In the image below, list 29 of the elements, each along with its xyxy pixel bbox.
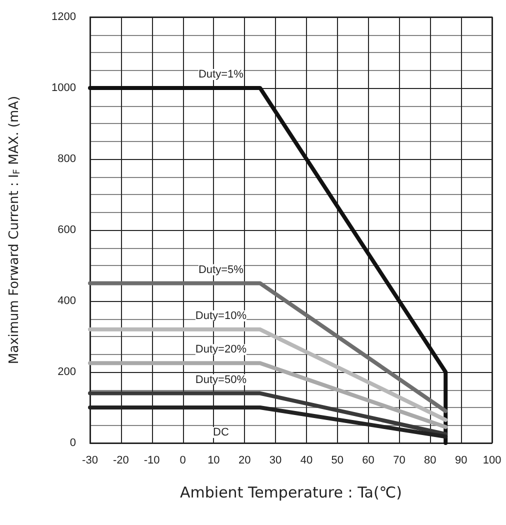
y-tick-label: 1200 <box>52 11 76 23</box>
x-tick-label: -30 <box>82 454 98 466</box>
x-tick-label: 100 <box>482 454 502 466</box>
series-label: Duty=1% <box>198 68 244 80</box>
series-label: Duty=50% <box>195 374 247 386</box>
y-tick-label: 800 <box>58 153 76 165</box>
x-axis-title: Ambient Temperature : Ta(℃) <box>180 484 402 502</box>
x-tick-label: 60 <box>362 454 374 466</box>
series-label: Duty=10% <box>195 310 247 322</box>
x-tick-label: 70 <box>393 454 406 466</box>
x-tick-label: 50 <box>331 454 344 466</box>
y-tick-label: 400 <box>58 295 76 307</box>
y-tick-label: 1000 <box>52 82 76 94</box>
x-tick-label: -20 <box>112 454 129 466</box>
y-tick-label: 200 <box>58 366 76 378</box>
x-tick-label: 20 <box>238 454 251 466</box>
series-label: Duty=20% <box>195 344 247 356</box>
x-tick-label: 10 <box>208 454 220 466</box>
x-tick-label: -10 <box>144 454 160 466</box>
series-label: DC <box>213 426 229 438</box>
x-tick-label: 80 <box>424 454 436 466</box>
x-tick-label: 0 <box>180 454 186 466</box>
x-tick-label: 90 <box>454 454 468 466</box>
y-axis-title: Maximum Forward Current : IF MAX. (mA) <box>7 96 22 364</box>
x-tick-label: 30 <box>269 454 282 466</box>
y-tick-label: 0 <box>70 437 76 449</box>
series-label: Duty=5% <box>198 264 244 276</box>
y-tick-label: 600 <box>58 224 76 236</box>
x-tick-label: 40 <box>300 454 313 466</box>
